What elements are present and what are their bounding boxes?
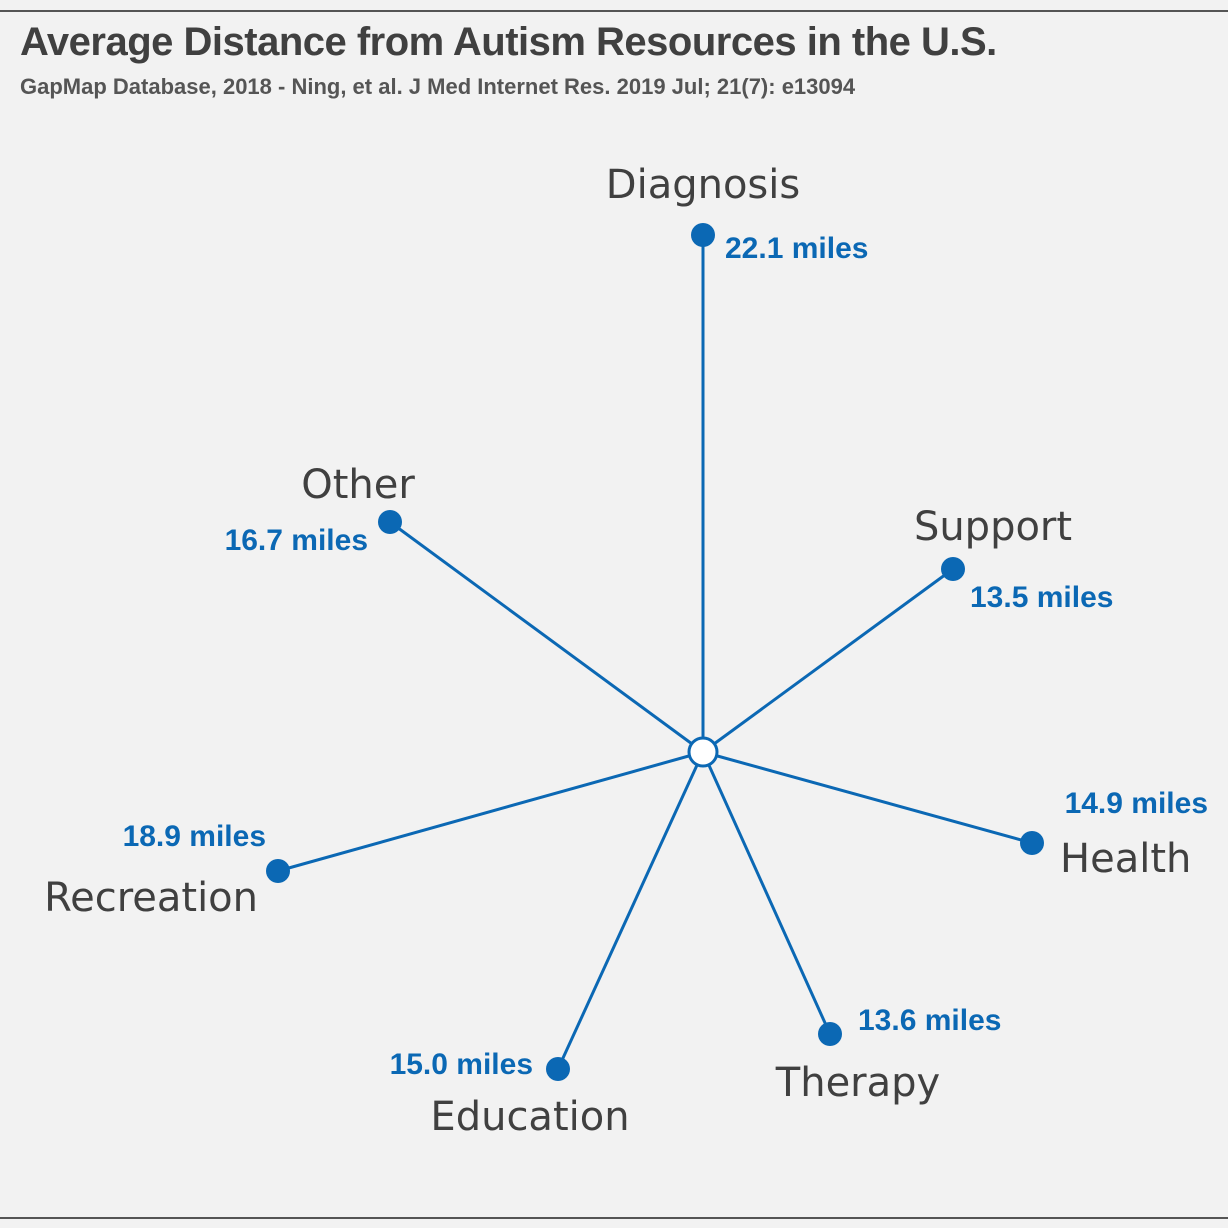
spoke-health — [702, 750, 1033, 845]
point-education — [546, 1057, 570, 1081]
spoke-recreation — [277, 750, 704, 873]
top-rule — [0, 10, 1228, 12]
chart-subtitle: GapMap Database, 2018 - Ning, et al. J M… — [20, 74, 856, 99]
spoke-therapy — [701, 751, 832, 1035]
value-label-therapy: 13.6 miles — [858, 1004, 1001, 1037]
category-label-support: Support — [914, 504, 1072, 550]
category-label-diagnosis: Diagnosis — [606, 162, 800, 208]
point-other — [378, 510, 402, 534]
value-label-education: 15.0 miles — [390, 1048, 533, 1081]
value-label-support: 13.5 miles — [970, 581, 1113, 614]
center-hub — [687, 736, 719, 768]
value-label-diagnosis: 22.1 miles — [725, 232, 868, 265]
category-label-other: Other — [301, 462, 415, 508]
point-diagnosis — [691, 223, 715, 247]
category-label-education: Education — [430, 1094, 629, 1140]
chart-title: Average Distance from Autism Resources i… — [20, 20, 997, 64]
point-therapy — [818, 1022, 842, 1046]
value-label-health: 14.9 miles — [1065, 787, 1208, 820]
point-support — [941, 557, 965, 581]
category-label-recreation: Recreation — [44, 875, 258, 921]
category-label-health: Health — [1060, 836, 1191, 882]
value-label-recreation: 18.9 miles — [123, 820, 266, 853]
category-label-therapy: Therapy — [775, 1060, 940, 1106]
spoke-other — [389, 520, 704, 754]
point-recreation — [266, 859, 290, 883]
data-points — [266, 223, 1044, 1081]
spoke-education — [556, 751, 705, 1070]
point-health — [1020, 831, 1044, 855]
value-label-other: 16.7 miles — [225, 524, 368, 557]
spokes — [277, 235, 1033, 1070]
bottom-rule — [0, 1217, 1228, 1219]
spoke-support — [702, 567, 954, 754]
